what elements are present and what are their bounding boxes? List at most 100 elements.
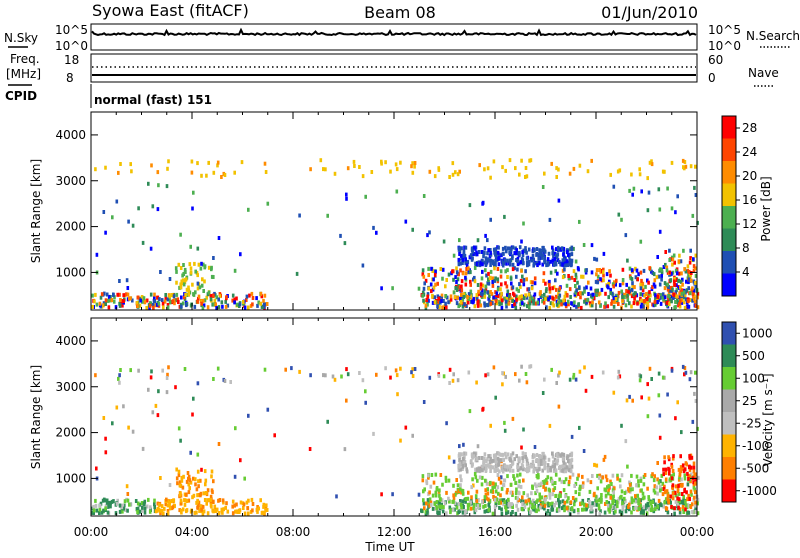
echo-cell [692, 485, 696, 490]
echo-cell [166, 166, 169, 171]
echo-cell [441, 276, 444, 281]
nave-label: Nave [748, 66, 779, 80]
echo-cell [677, 278, 680, 283]
echo-cell [522, 491, 526, 496]
echo-cell [682, 290, 686, 295]
echo-cell [452, 277, 455, 282]
echo-cell [142, 296, 146, 301]
echo-cell [588, 489, 592, 494]
echo-cell [511, 262, 515, 267]
echo-cell [535, 247, 539, 251]
echo-cell [682, 501, 685, 506]
echo-cell [496, 267, 500, 271]
echo-cell [567, 262, 571, 267]
echo-cell [243, 511, 247, 516]
echo-cell [141, 299, 144, 304]
echo-cell [693, 266, 697, 271]
echo-cell [494, 460, 498, 465]
echo-cell [524, 467, 528, 472]
echo-cell [681, 277, 684, 282]
echo-cell [546, 475, 550, 480]
echo-cell [509, 458, 513, 463]
echo-cell [212, 302, 216, 307]
echo-cell [568, 171, 572, 176]
echo-cell [611, 473, 615, 478]
echo-cell [689, 472, 693, 477]
echo-cell [680, 300, 684, 305]
echo-cell [561, 258, 565, 263]
echo-cell [464, 451, 468, 456]
echo-cell [173, 301, 176, 306]
echo-cell [516, 462, 520, 467]
echo-cell [489, 248, 492, 252]
echo-cell [460, 284, 463, 289]
echo-cell [476, 301, 480, 306]
echo-cell [156, 501, 160, 506]
echo-cell [625, 282, 628, 287]
echo-cell [592, 502, 596, 506]
echo-cell [588, 499, 591, 504]
echo-cell [520, 257, 524, 262]
echo-cell [486, 251, 489, 256]
echo-cell [481, 258, 484, 263]
echo-cell [251, 508, 254, 513]
echo-cell [610, 505, 614, 510]
echo-cell [461, 271, 465, 276]
echo-cell [110, 298, 114, 303]
echo-cell [452, 483, 455, 488]
echo-cell [141, 446, 145, 451]
echo-cell [526, 262, 529, 267]
echo-cell [488, 299, 491, 304]
echo-cell [581, 481, 585, 486]
echo-cell [463, 511, 467, 516]
echo-cell [683, 372, 686, 377]
echo-cell [548, 282, 551, 287]
echo-cell [680, 499, 683, 504]
echo-cell [166, 305, 170, 310]
echo-cell [508, 456, 511, 461]
echo-cell [667, 285, 670, 289]
echo-cell [579, 502, 582, 507]
time-tick-label: 12:00 [377, 525, 412, 539]
echo-cell [426, 498, 430, 503]
echo-cell [111, 215, 114, 220]
echo-cell [659, 267, 662, 272]
echo-cell [447, 478, 451, 483]
echo-cell [465, 263, 469, 268]
echo-cell [546, 257, 550, 262]
echo-cell [176, 481, 179, 486]
echo-cell [551, 258, 555, 263]
echo-cell [545, 305, 548, 310]
echo-cell [248, 293, 251, 298]
echo-cell [639, 510, 643, 515]
echo-cell [525, 380, 529, 385]
echo-cell [479, 303, 483, 308]
power-heatmap-cells [91, 158, 700, 310]
echo-cell [593, 256, 596, 261]
echo-cell [529, 510, 532, 515]
echo-cell [665, 506, 669, 511]
echo-cell [667, 499, 670, 503]
echo-cell [451, 269, 454, 274]
echo-cell [445, 278, 448, 282]
echo-cell [445, 490, 448, 495]
echo-cell [436, 281, 439, 286]
echo-cell [620, 510, 624, 515]
echo-cell [203, 498, 207, 502]
echo-cell [634, 494, 637, 499]
echo-cell [484, 463, 488, 468]
echo-cell [484, 488, 487, 493]
echo-cell [486, 303, 490, 308]
echo-cell [229, 380, 232, 384]
echo-cell [180, 510, 183, 515]
echo-cell [433, 174, 437, 179]
echo-cell [609, 495, 613, 500]
echo-cell [247, 413, 250, 418]
echo-cell [562, 260, 565, 265]
echo-cell [569, 460, 573, 465]
echo-cell [263, 161, 267, 166]
echo-cell [122, 506, 125, 511]
echo-cell [617, 212, 621, 217]
echo-cell [551, 296, 555, 301]
echo-cell [451, 161, 455, 166]
